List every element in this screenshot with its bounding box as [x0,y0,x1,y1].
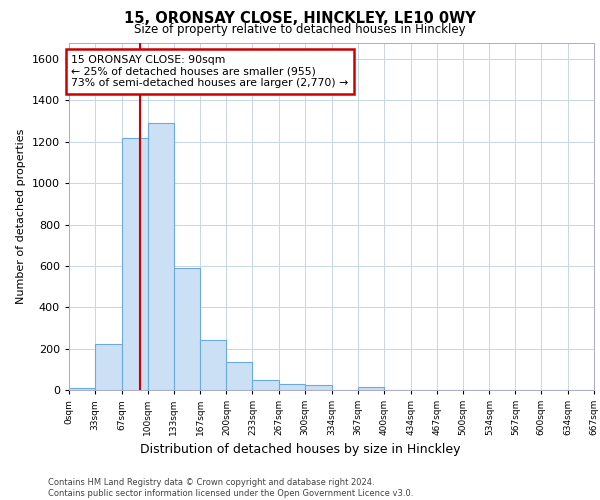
Bar [305,385,332,390]
Bar [279,384,305,390]
Text: Distribution of detached houses by size in Hinckley: Distribution of detached houses by size … [140,442,460,456]
Bar [358,387,384,390]
Bar [69,388,95,390]
Text: Size of property relative to detached houses in Hinckley: Size of property relative to detached ho… [134,22,466,36]
Bar [122,138,148,390]
Bar [253,380,279,390]
Text: 15 ORONSAY CLOSE: 90sqm
← 25% of detached houses are smaller (955)
73% of semi-d: 15 ORONSAY CLOSE: 90sqm ← 25% of detache… [71,55,349,88]
Text: Contains HM Land Registry data © Crown copyright and database right 2024.
Contai: Contains HM Land Registry data © Crown c… [48,478,413,498]
Bar [226,362,253,390]
Bar [200,340,226,390]
Y-axis label: Number of detached properties: Number of detached properties [16,128,26,304]
Bar [173,268,200,390]
Text: 15, ORONSAY CLOSE, HINCKLEY, LE10 0WY: 15, ORONSAY CLOSE, HINCKLEY, LE10 0WY [124,11,476,26]
Bar [148,123,173,390]
Bar [95,344,122,390]
